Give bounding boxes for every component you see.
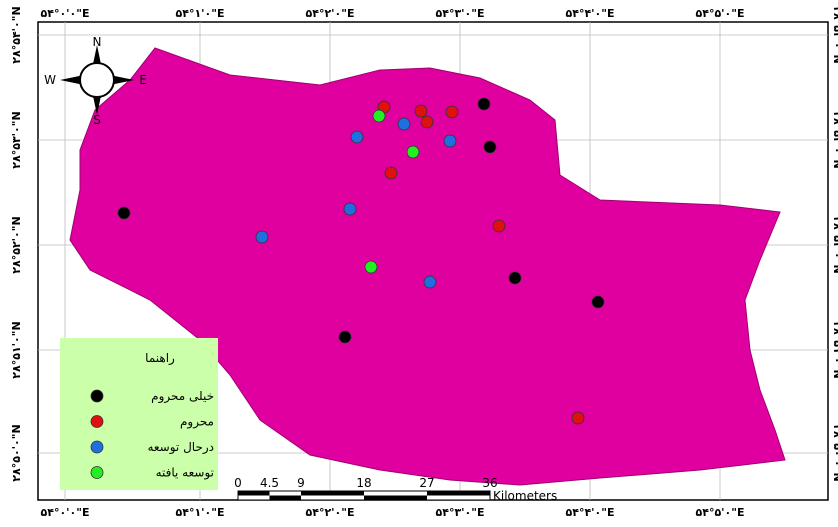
scale-bar-segment — [427, 491, 490, 496]
village-point — [255, 230, 269, 244]
village-point — [483, 140, 497, 154]
left-coord-label: ۲۸°۵۰'۰"N — [10, 424, 23, 481]
legend-swatch — [90, 415, 104, 428]
top-coord-label: ۵۴°۲'۰"E — [306, 7, 355, 20]
legend-box — [60, 338, 218, 490]
scale-tick-label: 36 — [482, 476, 497, 490]
village-point — [420, 115, 434, 129]
west-label: W — [44, 73, 56, 87]
region — [69, 47, 786, 486]
east-label: E — [139, 73, 147, 87]
right-coord-label: ۲۸°۵۳'۰"N — [831, 111, 838, 168]
bottom-coord-label: ۵۴°۲'۰"E — [306, 506, 355, 519]
village-point — [364, 260, 378, 274]
scale-bar-segment — [269, 495, 301, 500]
right-coord-label: ۲۸°۵۲'۰"N — [831, 216, 838, 273]
left-coord-label: ۲۸°۵۱'۰"N — [10, 321, 23, 378]
right-coord-label: ۲۸°۵۱'۰"N — [831, 321, 838, 378]
scale-tick-label: 18 — [356, 476, 371, 490]
top-coord-label: ۵۴°۱'۰"E — [176, 7, 225, 20]
top-coord-label: ۵۴°۳'۰"E — [436, 7, 485, 20]
bottom-coord-label: ۵۴°۰'۰"E — [41, 506, 90, 519]
village-point — [350, 130, 364, 144]
left-coord-label: ۲۸°۵۴'۰"N — [10, 6, 23, 63]
left-coord-label: ۲۸°۵۲'۰"N — [10, 216, 23, 273]
legend-swatch — [90, 466, 104, 479]
village-point — [372, 109, 386, 123]
scale-bar-segment — [301, 491, 364, 496]
scale-tick-label: 0 — [234, 476, 242, 490]
left-coord-label: ۲۸°۵۳'۰"N — [10, 111, 23, 168]
village-point — [406, 145, 420, 159]
village-point — [423, 275, 437, 289]
legend-label: توسعه یافته — [156, 466, 214, 481]
north-label: N — [93, 35, 102, 49]
village-point — [443, 134, 457, 148]
scale-tick-label: 9 — [297, 476, 305, 490]
legend-swatch — [90, 440, 104, 454]
top-coord-label: ۵۴°۴'۰"E — [566, 7, 615, 20]
legend-title: راهنما — [145, 351, 175, 366]
village-point — [477, 97, 491, 111]
village-point — [591, 295, 605, 309]
legend-label: خیلی محروم — [151, 389, 214, 404]
scale-bar-segment — [238, 491, 270, 496]
scale-tick-label: 27 — [419, 476, 434, 490]
village-point — [343, 202, 357, 216]
village-point — [445, 105, 459, 119]
legend-swatch — [90, 389, 104, 403]
village-point — [338, 330, 352, 344]
legend-label: محروم — [180, 415, 214, 430]
bottom-coord-label: ۵۴°۴'۰"E — [566, 506, 615, 519]
north-arrow: N S E W — [44, 35, 147, 127]
right-coord-label: ۲۸°۵۰'۰"N — [831, 424, 838, 481]
village-point — [397, 117, 411, 131]
village-point — [414, 104, 428, 118]
bottom-coord-label: ۵۴°۱'۰"E — [176, 506, 225, 519]
village-point — [384, 166, 398, 180]
top-coord-label: ۵۴°۵'۰"E — [696, 7, 745, 20]
scale-unit: Kilometers — [493, 489, 557, 503]
scale-bar-segment — [364, 495, 427, 500]
scale-tick-label: 4.5 — [260, 476, 279, 490]
village-point — [508, 271, 522, 285]
bottom-coord-label: ۵۴°۳'۰"E — [436, 506, 485, 519]
top-coord-label: ۵۴°۰'۰"E — [41, 7, 90, 20]
right-coord-label: ۲۸°۵۴'۰"N — [831, 6, 838, 63]
village-point — [492, 219, 506, 233]
bottom-coord-label: ۵۴°۵'۰"E — [696, 506, 745, 519]
village-point — [117, 206, 131, 220]
village-point — [571, 411, 585, 425]
south-label: S — [93, 113, 101, 127]
legend-label: درحال توسعه — [147, 440, 214, 455]
